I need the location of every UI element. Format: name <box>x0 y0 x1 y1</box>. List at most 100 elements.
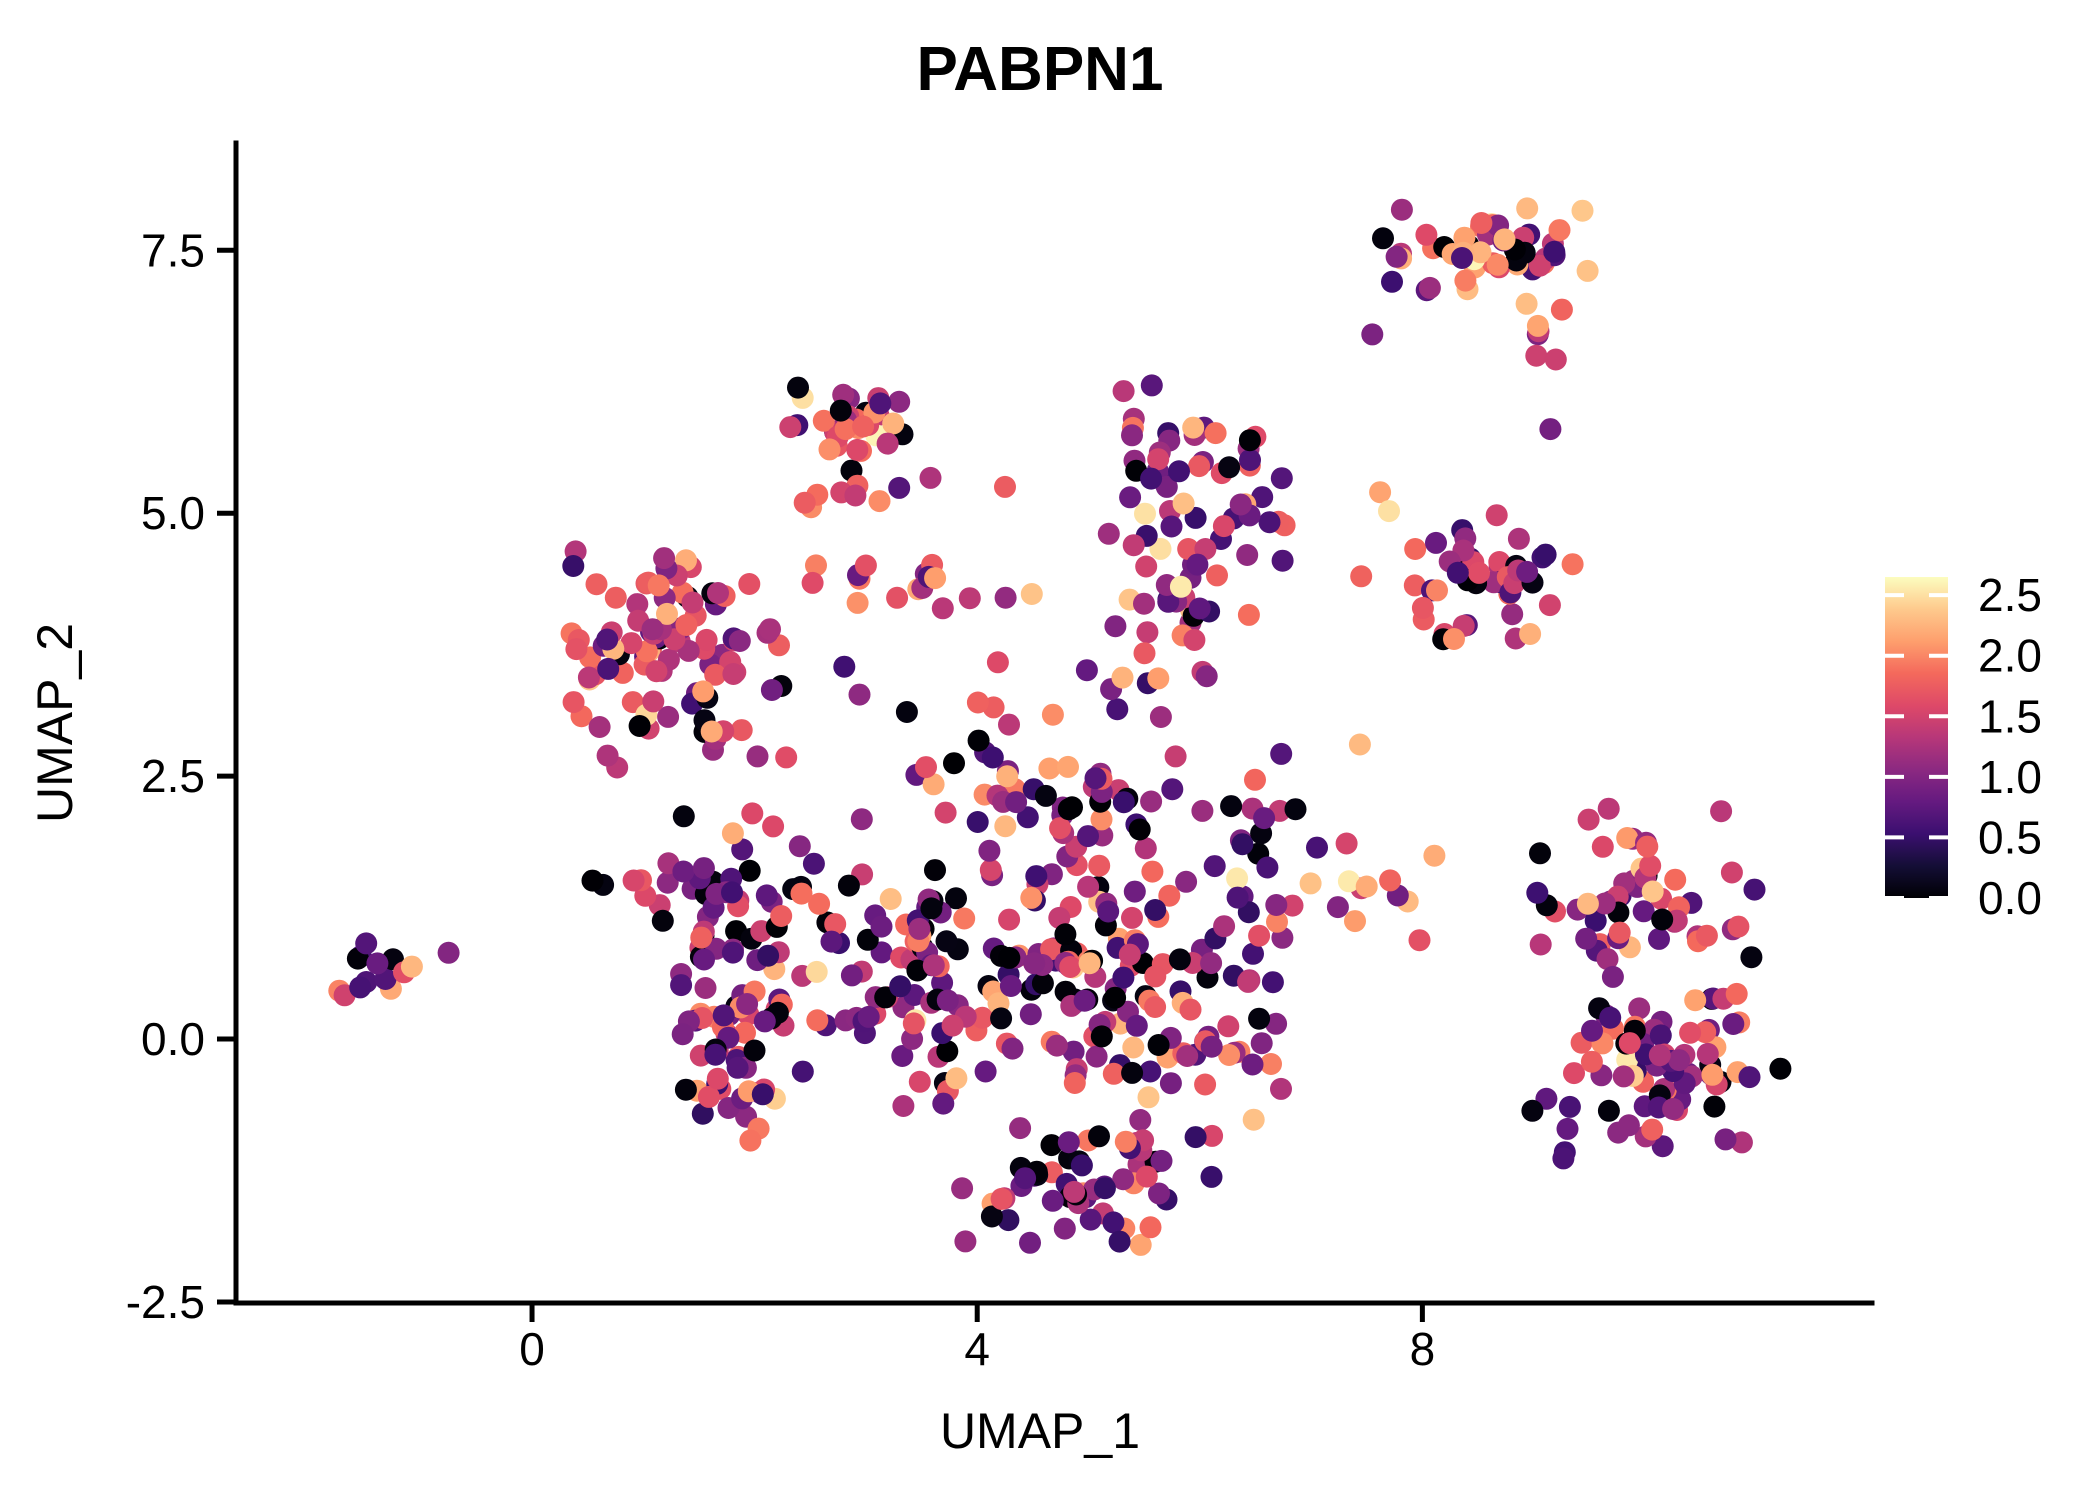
data-point <box>1722 1013 1745 1035</box>
data-point <box>943 752 965 775</box>
data-point <box>1425 531 1447 554</box>
data-point <box>1118 943 1141 966</box>
data-point <box>1134 502 1156 525</box>
data-point <box>908 917 931 940</box>
data-point <box>731 838 754 861</box>
data-point <box>1355 875 1378 898</box>
data-point <box>1104 615 1127 638</box>
data-point <box>1740 946 1763 969</box>
data-point <box>1556 1117 1579 1140</box>
data-point <box>1236 544 1259 566</box>
data-point <box>1538 594 1561 617</box>
data-point <box>998 908 1021 931</box>
data-point <box>706 1067 729 1090</box>
data-point <box>908 1070 931 1093</box>
data-point <box>945 1067 968 1090</box>
data-point <box>998 713 1020 736</box>
data-point <box>1206 564 1228 587</box>
data-point <box>734 1021 756 1044</box>
data-point <box>1664 868 1687 891</box>
data-point <box>736 993 759 1015</box>
data-point <box>1031 972 1054 995</box>
y-tick-label: 0.0 <box>141 1013 205 1065</box>
data-point <box>1543 240 1566 263</box>
data-point <box>802 852 825 875</box>
data-point <box>1140 467 1163 490</box>
data-point <box>1714 1128 1737 1151</box>
data-point <box>1097 522 1120 545</box>
data-point <box>1727 915 1750 938</box>
data-point <box>1648 927 1670 950</box>
data-point <box>854 554 877 577</box>
data-point <box>996 765 1019 788</box>
data-point <box>1168 460 1190 483</box>
data-point <box>966 691 989 714</box>
data-point <box>1743 878 1766 901</box>
data-point <box>1237 603 1260 626</box>
data-point <box>1136 621 1159 644</box>
data-point <box>721 822 744 845</box>
y-axis-ticks: -2.5 0.0 2.5 5.0 7.5 <box>126 224 236 1328</box>
data-point <box>562 555 585 577</box>
data-point <box>1404 538 1427 560</box>
data-point <box>1242 942 1264 965</box>
data-point <box>1144 899 1167 921</box>
data-point <box>1608 921 1631 944</box>
data-point <box>692 857 715 880</box>
data-point <box>1097 900 1120 923</box>
data-point <box>1539 418 1562 441</box>
data-point <box>1063 1180 1086 1203</box>
data-point <box>1591 835 1614 858</box>
data-point <box>1139 1216 1162 1239</box>
data-point <box>888 476 911 499</box>
data-point <box>1411 596 1434 619</box>
data-point <box>1695 924 1718 947</box>
data-point <box>700 720 723 743</box>
data-point <box>1581 1019 1603 1042</box>
data-point <box>1344 910 1366 933</box>
data-point <box>1134 837 1157 860</box>
data-point <box>1529 842 1551 865</box>
data-point <box>1306 836 1328 859</box>
data-point <box>1135 1165 1158 1188</box>
data-point <box>979 859 1002 881</box>
data-point <box>1194 1073 1217 1096</box>
data-point <box>1258 511 1281 534</box>
data-point <box>1558 1095 1581 1118</box>
data-point <box>1369 481 1392 504</box>
data-point <box>1493 228 1516 251</box>
data-point <box>1485 504 1508 527</box>
data-point <box>1242 1108 1265 1131</box>
y-axis-label: UMAP_2 <box>27 623 83 823</box>
data-point <box>672 805 695 828</box>
colorbar-tick-label: 1.5 <box>1978 690 2042 742</box>
data-point <box>1184 506 1207 529</box>
data-point <box>651 909 674 932</box>
data-point <box>834 418 857 441</box>
data-point <box>743 1039 766 1062</box>
data-point <box>958 587 981 610</box>
data-point <box>1486 253 1509 276</box>
data-point <box>704 1043 727 1066</box>
data-point <box>1045 1034 1068 1057</box>
data-point <box>886 586 909 609</box>
y-tick-label: 2.5 <box>141 750 205 802</box>
data-point <box>1188 597 1211 620</box>
data-point <box>1265 1012 1288 1035</box>
data-point <box>1528 254 1551 277</box>
data-point <box>994 815 1017 838</box>
colorbar-legend: 2.5 2.0 1.5 1.0 0.5 0.0 <box>1885 569 2042 924</box>
colorbar-tick-label: 0.5 <box>1978 811 2042 863</box>
data-point <box>656 871 679 894</box>
data-point <box>751 1083 774 1106</box>
data-point <box>1093 1177 1116 1200</box>
data-point <box>770 905 793 927</box>
data-point <box>1526 881 1549 904</box>
colorbar-tick-label: 0.0 <box>1978 872 2042 924</box>
data-point <box>1213 915 1236 938</box>
data-point <box>1597 797 1620 820</box>
data-point <box>1121 906 1143 929</box>
data-point <box>1019 1231 1041 1254</box>
colorbar-ticks <box>1885 593 1948 900</box>
data-point <box>1526 314 1549 337</box>
